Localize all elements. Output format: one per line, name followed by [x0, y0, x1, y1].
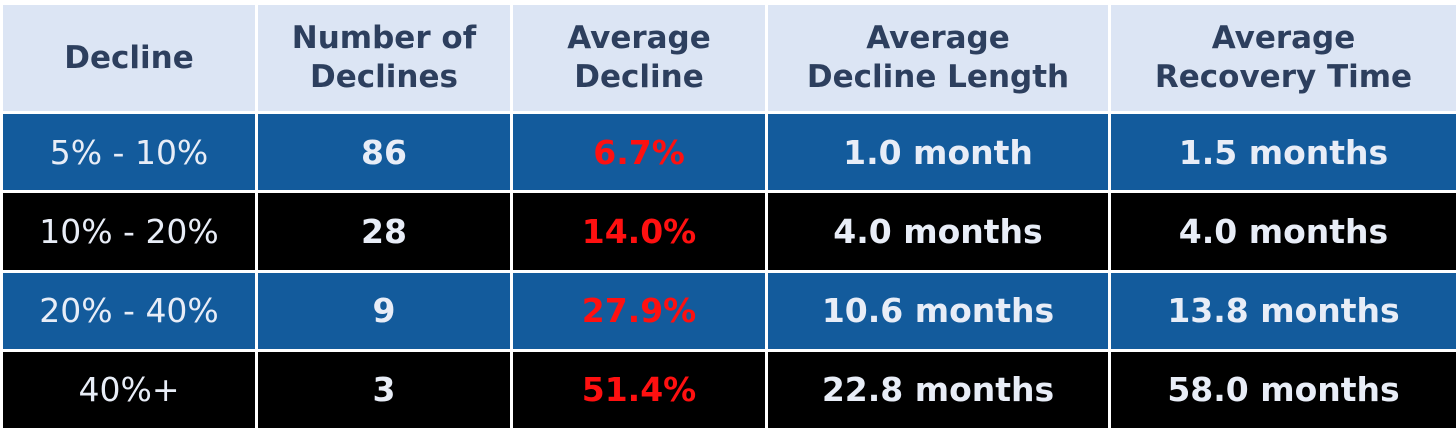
table-cell: 4.0 months: [768, 193, 1108, 270]
table-cell: 1.0 month: [768, 114, 1108, 191]
table-cell: 27.9%: [513, 272, 765, 349]
table-cell: 10.6 months: [768, 272, 1108, 349]
table-cell: 13.8 months: [1111, 272, 1456, 349]
table-cell: 58.0 months: [1111, 351, 1456, 428]
table-cell: 10% - 20%: [3, 193, 255, 270]
table-cell: 28: [258, 193, 510, 270]
header-row: Decline Number of Declines Average Decline…: [3, 5, 1456, 111]
table-body: 5% - 10% 86 6.7% 1.0 month 1.5 months 10% - 2…: [3, 114, 1456, 428]
column-header: Average Decline: [513, 5, 765, 111]
column-header: Number of Declines: [258, 5, 510, 111]
table-cell: 20% - 40%: [3, 272, 255, 349]
table-cell: 51.4%: [513, 351, 765, 428]
table-row: 5% - 10% 86 6.7% 1.0 month 1.5 months: [3, 114, 1456, 191]
table-cell: 86: [258, 114, 510, 191]
column-header: Decline: [3, 5, 255, 111]
column-header: Average Decline Length: [768, 5, 1108, 111]
table-cell: 3: [258, 351, 510, 428]
table-cell: 9: [258, 272, 510, 349]
table-cell: 40%+: [3, 351, 255, 428]
table-row: 40%+ 3 51.4% 22.8 months 58.0 months: [3, 351, 1456, 428]
table-cell: 4.0 months: [1111, 193, 1456, 270]
column-header: Average Recovery Time: [1111, 5, 1456, 111]
table-cell: 1.5 months: [1111, 114, 1456, 191]
table-cell: 14.0%: [513, 193, 765, 270]
table-cell: 5% - 10%: [3, 114, 255, 191]
table-cell: 22.8 months: [768, 351, 1108, 428]
table-row: 10% - 20% 28 14.0% 4.0 months 4.0 months: [3, 193, 1456, 270]
table-cell: 6.7%: [513, 114, 765, 191]
table-row: 20% - 40% 9 27.9% 10.6 months 13.8 months: [3, 272, 1456, 349]
